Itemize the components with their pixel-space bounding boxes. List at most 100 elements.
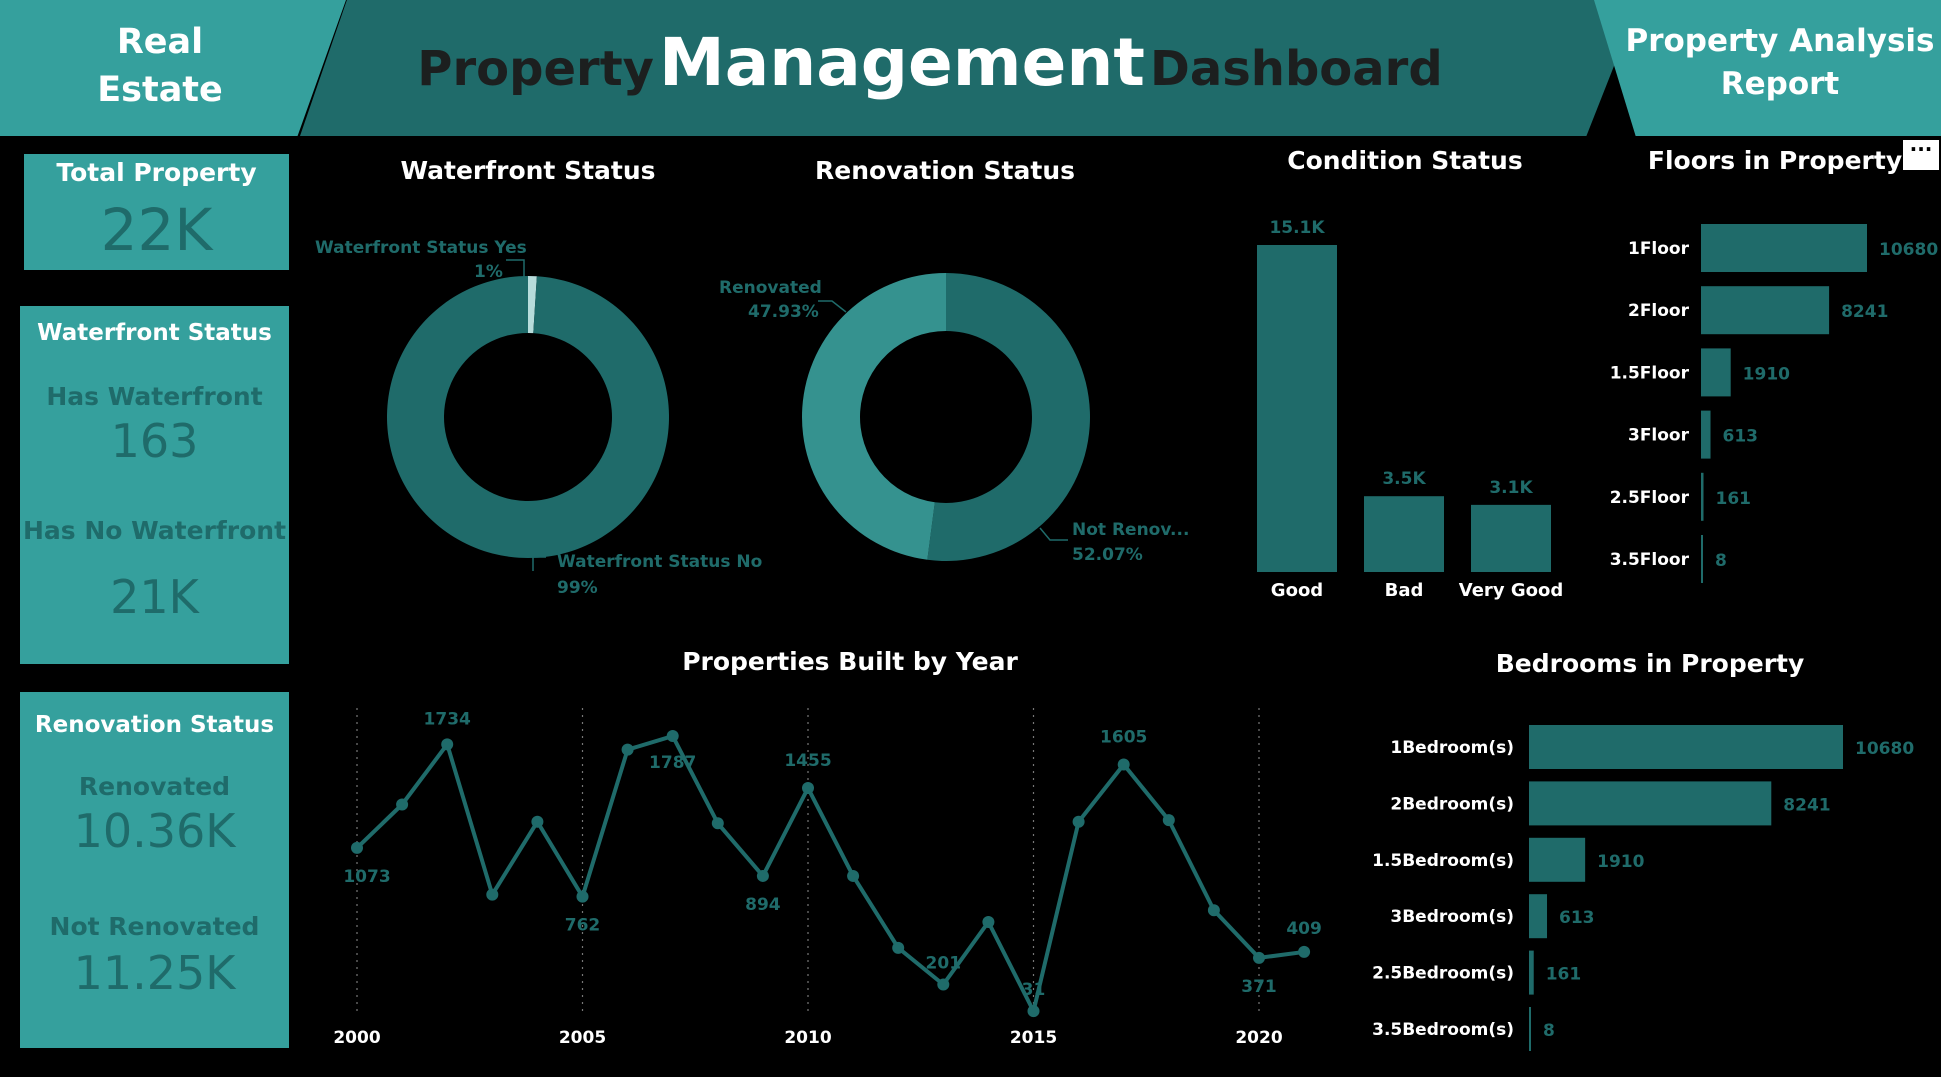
built-data-label: 31 [1022,980,1046,1000]
floors-value-label: 613 [1723,427,1759,447]
bedrooms-value-label: 1910 [1597,852,1644,872]
no-waterfront-label: Has No Waterfront [22,516,287,545]
built-point [756,869,769,882]
pie-slice-renovated [802,273,946,560]
no-waterfront-value: 21K [110,570,199,624]
waterfront-status-card: Waterfront Status Has Waterfront 163 Has… [20,306,289,664]
condition-data-label: 3.5K [1382,469,1426,489]
floors-category-label: 3.5Floor [1610,550,1690,570]
built-point [621,743,634,756]
pie-slice-not-renov- [927,273,1090,561]
waterfront-no-percent: 99% [557,578,598,598]
header-brand-line2: Estate [97,70,223,110]
condition-category-label: Bad [1385,580,1424,601]
has-waterfront-value: 163 [110,414,199,468]
renovation-status-card: Renovation Status Renovated 10.36K Not R… [20,692,289,1048]
x-tick-label: 2020 [1235,1028,1282,1048]
waterfront-yes-label: Waterfront Status Yes [315,238,527,258]
bedrooms-bar-chart: 10680 1Bedroom(s) 8241 2Bedroom(s) 1910 1.5Be… [1372,725,1914,1051]
pie-leader-line [1039,527,1068,541]
waterfront-yes-percent: 1% [474,262,503,282]
header-brand-line1: Real [116,22,204,62]
pie-leader-line [818,300,847,313]
condition-category-label: Very Good [1459,580,1563,601]
x-tick-label: 2000 [333,1028,380,1048]
built-data-label: 409 [1286,919,1322,939]
waterfront-no-label: Waterfront Status No [557,552,763,572]
bedrooms-category-label: 3.5Bedroom(s) [1372,1020,1514,1040]
built-data-label: 1455 [784,751,831,771]
built-data-label: 201 [926,954,962,974]
condition-bar [1471,504,1551,572]
header-left-banner [0,0,346,136]
waterfront-card-title: Waterfront Status [37,320,272,346]
built-point [892,941,905,954]
renovated-slice-label: Renovated [719,278,822,298]
bedrooms-category-label: 1Bedroom(s) [1390,738,1514,758]
bedrooms-bar [1529,950,1534,995]
header-brand: Real Estate [60,18,260,114]
floors-category-label: 2Floor [1628,301,1690,321]
floors-value-label: 8241 [1841,302,1888,322]
built-line-chart: 2000 2005 2010 2015 2020 1073 1734 762 1787 894 14… [333,708,1322,1048]
bedrooms-category-label: 2.5Bedroom(s) [1372,964,1514,984]
built-series-line [355,734,1305,1014]
x-tick-label: 2005 [559,1028,606,1048]
condition-chart-title: Condition Status [1287,146,1523,175]
built-data-label: 1605 [1100,728,1147,748]
floors-bar [1701,348,1731,397]
built-point [1072,815,1085,828]
pie-leader-line [506,259,525,278]
built-data-label: 894 [745,895,781,915]
built-data-label: 1787 [649,753,696,773]
built-point [351,841,363,854]
built-point [1027,1005,1040,1018]
condition-category-label: Good [1271,580,1323,601]
built-data-label: 762 [565,916,601,936]
floors-category-label: 3Floor [1628,426,1690,446]
bedrooms-category-label: 3Bedroom(s) [1390,907,1514,927]
pie-slice-waterfront-status-yes [528,276,537,334]
floors-chart-title: Floors in Property [1647,146,1903,175]
header-right-banner [1594,0,1941,136]
more-options-button[interactable]: ··· [1903,139,1939,170]
built-point [982,916,995,928]
floors-bar-chart: 10680 1Floor 8241 2Floor 1910 1.5Floor 613 3Flo… [1610,224,1938,583]
built-point [576,890,589,903]
condition-bar [1257,245,1337,572]
waterfront-chart-title: Waterfront Status [400,156,656,185]
floors-value-label: 161 [1716,489,1752,509]
bedrooms-bar [1529,781,1772,826]
floors-category-label: 2.5Floor [1610,488,1690,508]
floors-value-label: 8 [1715,551,1727,571]
floors-value-label: 1910 [1743,364,1790,384]
page-title: Property Management Dashboard [360,24,1500,101]
floors-bar [1701,472,1704,521]
waterfront-donut [386,276,669,559]
not-renovated-slice-percent: 52.07% [1072,545,1143,565]
page-title-part2: Management [659,24,1145,101]
built-point [1253,951,1265,964]
not-renovated-label: Not Renovated [49,912,260,941]
built-point [1117,758,1130,771]
built-point [396,798,409,811]
total-property-title: Total Property [56,158,257,187]
floors-bar [1701,224,1867,272]
built-point [802,782,814,795]
floors-bar [1701,410,1711,459]
condition-bar-chart: 15.1K Good 3.5K Bad 3.1K Very Good [1257,218,1563,601]
floors-bar [1701,286,1830,335]
built-data-label: 1073 [343,867,390,887]
has-waterfront-label: Has Waterfront [46,382,263,411]
page-title-part1: Property [417,41,654,97]
built-point [441,738,454,751]
built-data-label: 371 [1241,977,1277,997]
renovation-card-title: Renovation Status [34,712,275,738]
bedrooms-value-label: 10680 [1855,739,1914,759]
renovation-donut [802,273,1090,561]
renovated-slice-percent: 47.93% [748,302,819,322]
built-point [666,730,679,743]
renovation-chart-title: Renovation Status [815,156,1075,185]
built-chart-title: Properties Built by Year [682,647,1018,676]
